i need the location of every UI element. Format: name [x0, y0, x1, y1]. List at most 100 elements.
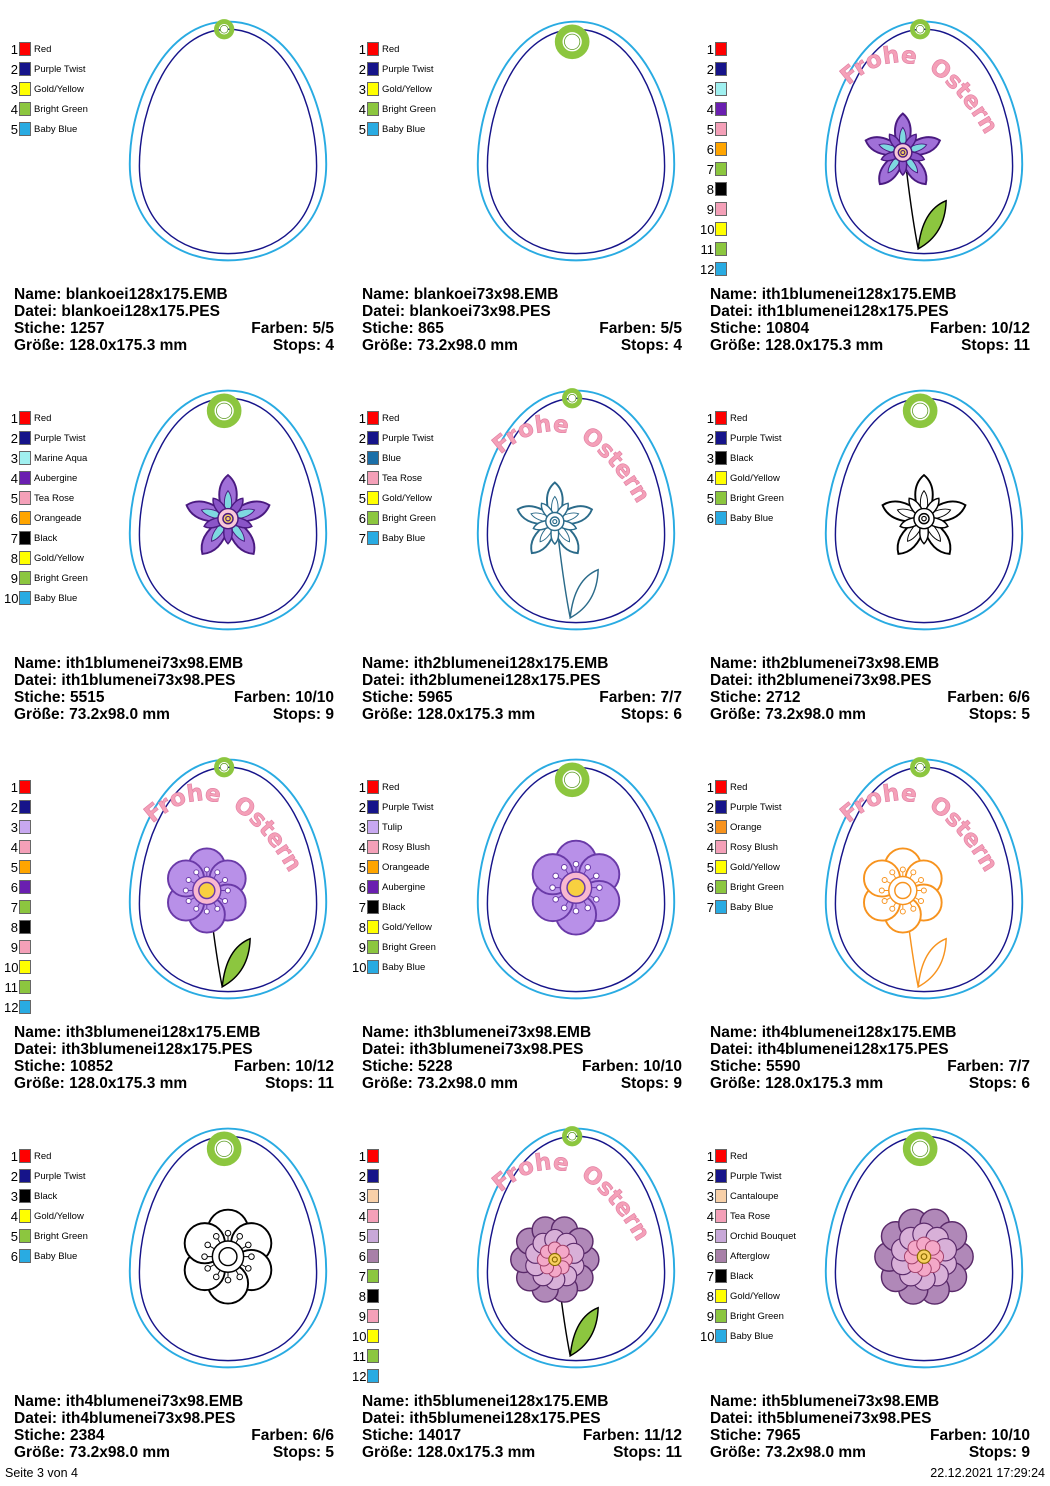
design-name-line: Name: ith2blumenei73x98.EMB — [710, 655, 1030, 672]
thread-color-swatch — [19, 940, 31, 954]
thread-color-swatch — [367, 102, 379, 116]
thread-color-row: 8 — [4, 918, 124, 938]
thread-color-name: Purple Twist — [34, 1171, 86, 1182]
thread-color-number: 3 — [706, 82, 714, 97]
design-card: 1 Red 2 Purple Twist 3 Black 4 Gold/Yellow 5 Brig… — [696, 379, 1041, 748]
thread-color-row: 9 Bright Green — [352, 938, 472, 958]
thread-color-number: 5 — [358, 860, 366, 875]
thread-color-row: 4 Tea Rose — [700, 1207, 820, 1227]
thread-color-swatch — [367, 511, 379, 525]
thread-color-name: Tea Rose — [382, 473, 423, 484]
thread-color-swatch — [19, 1169, 31, 1183]
thread-color-number: 1 — [358, 411, 366, 426]
thread-color-swatch — [367, 780, 379, 794]
name-label: Name: — [14, 1024, 62, 1041]
egg-design-preview — [128, 1127, 328, 1369]
design-size: 73.2x98.0 mm — [765, 1444, 866, 1461]
thread-color-row: 11 — [4, 978, 124, 998]
thread-color-name: Baby Blue — [382, 124, 426, 135]
design-size: 128.0x175.3 mm — [69, 337, 188, 354]
colors-count: 6/6 — [1008, 689, 1030, 706]
thread-color-row: 2 Purple Twist — [352, 429, 472, 449]
design-file-line: Datei: blankoei73x98.PES — [362, 303, 682, 320]
egg-outline-blue — [824, 389, 1024, 631]
thread-color-row: 10 Baby Blue — [700, 1327, 820, 1347]
thread-color-row: 5 — [4, 858, 124, 878]
design-info: Name: ith2blumenei73x98.EMB Datei: ith2b… — [710, 655, 1030, 723]
thread-color-name: Marine Aqua — [34, 453, 88, 464]
design-file-line: Datei: ith2blumenei73x98.PES — [710, 672, 1030, 689]
size-label: Größe: — [362, 1075, 413, 1092]
colors-count: 5/5 — [312, 320, 334, 337]
flower-motif — [167, 847, 247, 934]
stitch-count: 5965 — [418, 689, 453, 706]
stops-count: 4 — [325, 337, 334, 354]
thread-color-name: Purple Twist — [382, 64, 434, 75]
thread-color-row: 3 — [700, 80, 820, 100]
thread-color-number: 4 — [706, 471, 714, 486]
thread-color-row: 1 Red — [700, 409, 820, 429]
size-line: Größe: 128.0x175.3 mm Stops: 11 — [710, 337, 1030, 354]
thread-color-row: 2 — [700, 60, 820, 80]
eyelet-icon — [910, 757, 931, 778]
thread-color-number: 5 — [358, 122, 366, 137]
thread-color-number: 1 — [706, 42, 714, 57]
thread-color-swatch — [715, 820, 727, 834]
thread-color-number: 7 — [706, 1269, 714, 1284]
name-label: Name: — [362, 655, 410, 672]
thread-color-name: Gold/Yellow — [382, 922, 432, 933]
thread-color-swatch — [367, 800, 379, 814]
thread-color-swatch — [715, 1269, 727, 1283]
colors-label: Farben: — [582, 1427, 640, 1444]
thread-color-swatch — [367, 1189, 379, 1203]
colors-count: 10/12 — [991, 320, 1030, 337]
thread-color-swatch — [19, 1189, 31, 1203]
thread-color-name: Red — [730, 413, 748, 424]
design-file-line: Datei: ith3blumenei73x98.PES — [362, 1041, 682, 1058]
design-file-line: Datei: ith4blumenei128x175.PES — [710, 1041, 1030, 1058]
colors-count: 10/10 — [991, 1427, 1030, 1444]
thread-color-number: 3 — [10, 1189, 18, 1204]
stitch-line: Stiche: 2384 Farben: 6/6 — [14, 1427, 334, 1444]
thread-color-number: 9 — [706, 202, 714, 217]
thread-color-list: 1 2 3 4 5 6 7 8 9 10 11 12 — [352, 1147, 472, 1387]
thread-color-row: 5 Tea Rose — [4, 489, 124, 509]
thread-color-row: 2 Purple Twist — [700, 429, 820, 449]
thread-color-row: 9 Bright Green — [4, 569, 124, 589]
stops-count: 5 — [325, 1444, 334, 1461]
thread-color-number: 7 — [358, 1269, 366, 1284]
thread-color-number: 4 — [358, 471, 366, 486]
egg-design-preview — [128, 389, 328, 631]
thread-color-row: 3 Cantaloupe — [700, 1187, 820, 1207]
stops-count: 11 — [317, 1075, 334, 1092]
thread-color-list: 1 Red 2 Purple Twist 3 Marine Aqua 4 Aubergine 5… — [4, 409, 124, 609]
thread-color-swatch — [19, 62, 31, 76]
thread-color-row: 6 Afterglow — [700, 1247, 820, 1267]
design-file: ith3blumenei128x175.PES — [61, 1041, 253, 1058]
design-file: ith3blumenei73x98.PES — [409, 1041, 584, 1058]
size-line: Größe: 73.2x98.0 mm Stops: 9 — [14, 706, 334, 723]
colors-count: 10/10 — [295, 689, 334, 706]
thread-color-number: 11 — [4, 980, 19, 995]
thread-color-number: 3 — [358, 451, 366, 466]
egg-outline-blue — [128, 389, 328, 631]
thread-color-swatch — [715, 142, 727, 156]
thread-color-number: 4 — [358, 102, 366, 117]
thread-color-swatch — [367, 820, 379, 834]
thread-color-row: 4 Aubergine — [4, 469, 124, 489]
thread-color-swatch — [367, 900, 379, 914]
design-file-line: Datei: ith5blumenei73x98.PES — [710, 1410, 1030, 1427]
thread-color-name: Bright Green — [382, 942, 436, 953]
eyelet-icon — [562, 388, 583, 409]
design-name-line: Name: ith4blumenei128x175.EMB — [710, 1024, 1030, 1041]
size-line: Größe: 128.0x175.3 mm Stops: 6 — [362, 706, 682, 723]
size-line: Größe: 73.2x98.0 mm Stops: 5 — [14, 1444, 334, 1461]
eyelet-icon — [902, 393, 938, 429]
thread-color-swatch — [715, 471, 727, 485]
thread-color-swatch — [19, 920, 31, 934]
thread-color-number: 6 — [10, 511, 18, 526]
thread-color-swatch — [715, 411, 727, 425]
thread-color-number: 1 — [358, 1149, 366, 1164]
eyelet-icon — [910, 19, 931, 40]
thread-color-number: 5 — [358, 1229, 366, 1244]
